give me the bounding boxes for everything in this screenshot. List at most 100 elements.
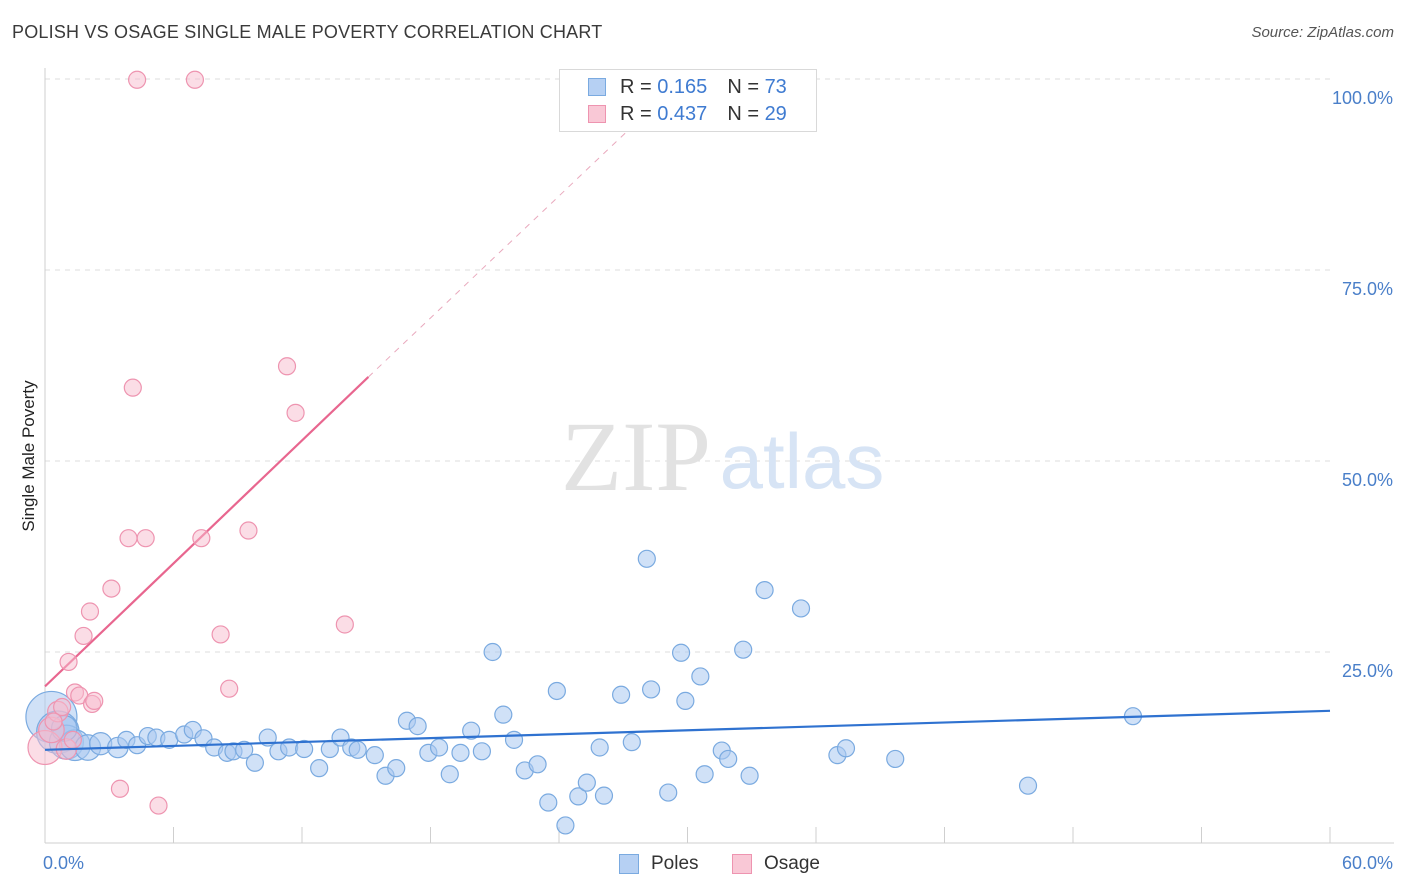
poles-point [1018,776,1038,795]
y-tick-label: 25.0% [1342,661,1393,681]
poles-point [791,599,811,618]
osage-swatch [588,105,606,123]
series-legend-poles[interactable]: Poles [619,852,699,876]
poles-point [365,746,384,765]
legend-row-osage: R = 0.437 N = 29 [588,102,787,126]
osage-point [127,70,147,89]
poles-point [528,755,547,774]
poles-trend-layer [44,709,1331,751]
poles-n-value: 73 [764,75,787,98]
y-tick-label: 50.0% [1342,470,1393,490]
poles-point [755,581,774,600]
series-legend-osage[interactable]: Osage [732,852,820,876]
osage-point [286,403,305,422]
osage-r-value: 0.437 [657,102,708,125]
osage-point [80,602,100,621]
x-tick-label: 0.0% [43,853,84,873]
legend-row-poles: R = 0.165 N = 73 [588,75,787,99]
poles-point [245,753,264,772]
chart-title: POLISH VS OSAGE SINGLE MALE POVERTY CORR… [12,22,603,42]
osage-trend-layer [44,124,635,688]
osage-legend-label: Osage [764,853,820,874]
y-axis-label: Single Male Poverty [19,380,38,532]
poles-point [622,733,641,752]
poles-point [504,730,524,749]
osage-point [123,378,142,397]
poles-point [539,793,558,812]
poles-point [886,749,905,769]
osage-point [220,679,239,698]
osage-r-label: R = [620,102,652,125]
poles-point [695,765,714,784]
osage-point [59,652,78,672]
osage-point [110,779,130,798]
poles-point [637,549,656,568]
osage-point [85,691,104,710]
poles-swatch [588,78,606,96]
poles-point [295,739,314,759]
poles-point [472,742,491,761]
poles-point [641,680,661,699]
poles-point [429,738,449,757]
poles-point [691,667,710,686]
osage-point [277,357,297,376]
poles-point [836,739,856,758]
osage-point [119,529,138,548]
osage-trend-extension [368,124,635,378]
poles-n-label: N = [727,75,759,98]
poles-point [483,642,502,662]
poles-legend-label: Poles [651,853,699,874]
poles-point [594,786,614,805]
osage-point [192,529,211,548]
poles-point [310,759,329,778]
poles-point [577,773,596,792]
osage-point [335,615,354,634]
poles-point [408,717,427,736]
watermark: ZIP atlas [561,401,884,512]
osage-points [27,70,354,815]
poles-point [676,691,695,710]
osage-point [53,697,72,717]
poles-point [348,740,367,759]
poles-point [612,685,631,704]
poles-point [719,749,738,769]
poles-point [494,705,513,724]
poles-points [25,549,1143,835]
source-note: Source: ZipAtlas.com [1251,24,1394,41]
osage-point [149,796,168,815]
x-tick-label: 60.0% [1342,853,1393,873]
poles-point [569,787,588,806]
poles-r-value: 0.165 [657,75,708,98]
poles-r-label: R = [620,75,652,98]
poles-point [547,681,566,701]
poles-legend-swatch [619,854,639,874]
poles-point [451,743,470,762]
osage-point [63,730,82,749]
y-tick-label: 100.0% [1332,88,1393,108]
poles-point [590,738,609,757]
watermark-atlas: atlas [720,417,885,505]
grid-lines [45,78,1330,653]
y-tick-label: 75.0% [1342,279,1393,299]
osage-legend-swatch [732,854,752,874]
correlation-legend: R = 0.165 N = 73 R = 0.437 N = 29 [559,69,817,132]
osage-n-value: 29 [764,102,787,125]
osage-point [239,521,258,540]
poles-point [671,643,691,662]
poles-point [440,765,459,784]
poles-trend-line [44,709,1331,751]
watermark-zip: ZIP [561,401,711,512]
osage-point [211,625,230,644]
poles-point [659,783,678,802]
osage-point [185,70,205,89]
tick-labels: 25.0% 50.0% 75.0% 100.0% 0.0% 60.0% [43,88,1393,873]
osage-point [44,712,63,731]
poles-point [556,816,575,835]
poles-point [740,766,759,785]
poles-point [235,740,254,759]
poles-point [462,721,481,740]
osage-point [74,626,93,646]
poles-point [387,759,406,778]
poles-point [734,640,753,659]
